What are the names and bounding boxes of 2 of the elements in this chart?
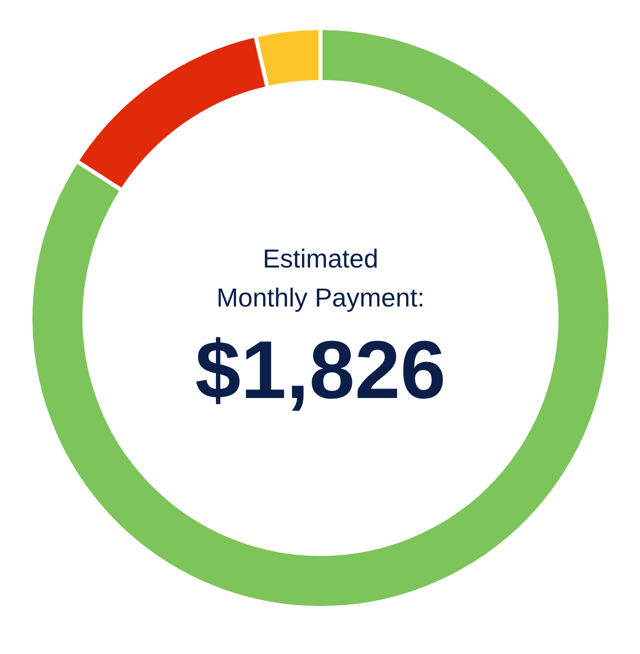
text: $1,826	[195, 325, 446, 416]
text: Estimated Monthly Payment:	[216, 244, 425, 312]
